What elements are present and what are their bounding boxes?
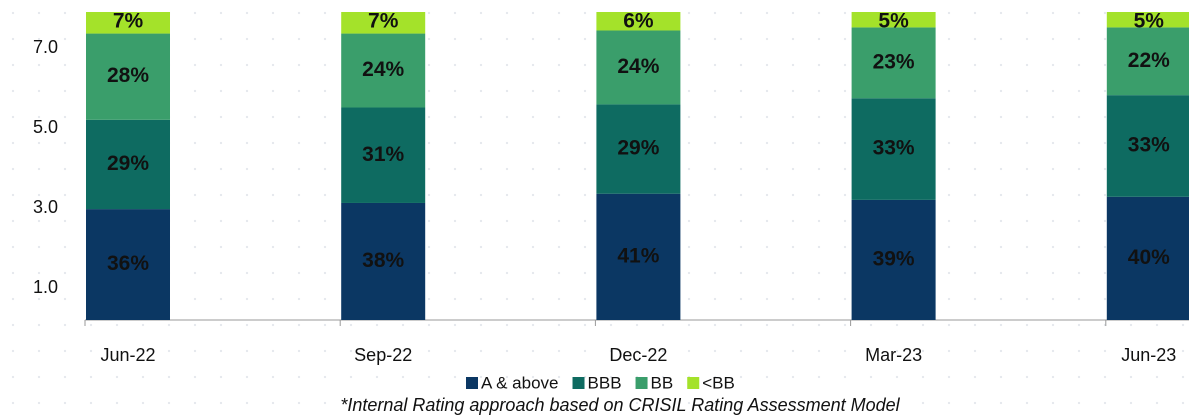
y-tick-label: 3.0 xyxy=(33,197,58,217)
bar-segment xyxy=(851,12,936,28)
data-label: 24% xyxy=(362,58,404,81)
x-tick-label: Mar-23 xyxy=(865,345,922,365)
data-label: 23% xyxy=(873,50,915,73)
data-label: 29% xyxy=(107,152,149,175)
y-tick-label: 1.0 xyxy=(33,277,58,297)
bar-segment xyxy=(596,104,681,194)
bar-segment xyxy=(86,33,170,120)
x-tick-label: Dec-22 xyxy=(609,345,667,365)
data-label: 38% xyxy=(362,249,404,272)
bar-segment xyxy=(851,27,936,99)
bar-segment xyxy=(86,119,170,210)
footnote: *Internal Rating approach based on CRISI… xyxy=(340,395,900,415)
legend-swatch xyxy=(466,377,478,389)
data-label: 33% xyxy=(1128,134,1170,157)
legend-label: <BB xyxy=(702,373,735,392)
y-tick-label: 5.0 xyxy=(33,117,58,137)
bar-segment xyxy=(1106,196,1189,320)
bar-segment xyxy=(851,98,936,200)
data-label: 6% xyxy=(623,10,654,33)
bar-segment xyxy=(851,199,936,320)
bar-segment xyxy=(341,107,426,203)
bar-segment xyxy=(86,209,170,320)
bar-segment xyxy=(341,202,426,320)
bar-segment xyxy=(341,12,426,34)
bar-segment xyxy=(1106,95,1189,197)
data-label: 40% xyxy=(1128,246,1170,269)
data-label: 28% xyxy=(107,64,149,87)
data-label: 33% xyxy=(873,137,915,160)
bar-segment xyxy=(1106,12,1189,28)
legend-label: A & above xyxy=(481,373,559,392)
data-label: 5% xyxy=(878,10,909,33)
x-tick-label: Jun-22 xyxy=(100,345,155,365)
data-label: 5% xyxy=(1134,10,1165,33)
data-label: 41% xyxy=(617,244,659,267)
x-tick-label: Sep-22 xyxy=(354,345,412,365)
data-label: 7% xyxy=(368,10,399,33)
bar-segment xyxy=(341,33,426,108)
data-label: 22% xyxy=(1128,49,1170,72)
legend-swatch xyxy=(572,377,585,389)
bar-segment xyxy=(596,193,681,320)
data-label: 31% xyxy=(362,143,404,166)
bar-segment xyxy=(596,12,681,31)
legend-label: BB xyxy=(651,373,674,392)
legend-swatch xyxy=(635,377,648,389)
bar-segment xyxy=(1106,27,1189,96)
data-label: 24% xyxy=(617,55,659,78)
bar-segment xyxy=(596,30,681,105)
data-label: 29% xyxy=(617,137,659,160)
data-label: 7% xyxy=(113,10,144,33)
legend-label: BBB xyxy=(588,373,622,392)
data-label: 36% xyxy=(107,252,149,275)
x-tick-label: Jun-23 xyxy=(1121,345,1176,365)
y-tick-label: 7.0 xyxy=(33,37,58,57)
bar-segment xyxy=(86,12,170,34)
data-label: 39% xyxy=(873,247,915,270)
legend-swatch xyxy=(687,377,700,389)
